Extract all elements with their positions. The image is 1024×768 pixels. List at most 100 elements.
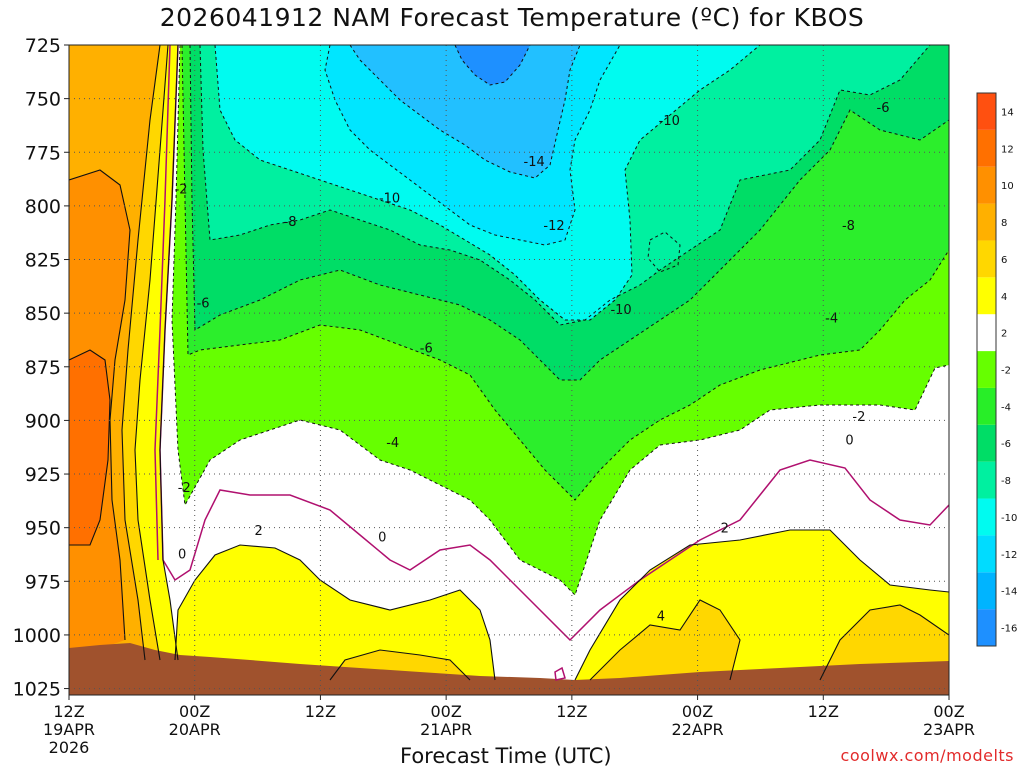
contour-label: -8 — [842, 219, 855, 234]
colorbar-swatch — [977, 203, 996, 241]
plot-border — [68, 44, 950, 696]
contour-label: 0 — [378, 530, 386, 545]
y-tick-label: 825 — [25, 250, 61, 272]
colorbar-swatch — [977, 498, 996, 536]
contour-label: 0 — [178, 547, 186, 562]
band-pos10-left — [69, 350, 110, 545]
colorbar-swatch — [977, 166, 996, 204]
colorbar-swatch — [977, 129, 996, 167]
colorbar-label: 6 — [1001, 255, 1007, 266]
colorbar-swatch — [977, 387, 996, 425]
y-tick-label: 775 — [25, 142, 61, 164]
contour-label: -4 — [386, 436, 399, 451]
plot-area: -10 -6 -14 -2 -10 -8 -12 -8 -6 -10 -4 -6 -2 -4 0 -2 2 2 0 0… — [69, 45, 949, 695]
x-tick-label: 12Z — [556, 702, 587, 721]
band-neg16 — [455, 45, 530, 85]
colorbar-swatch — [977, 572, 996, 610]
x-tick-label: 12Z — [53, 702, 84, 721]
credit-text: coolwx.com/modelts — [840, 746, 1014, 765]
y-tick-label: 850 — [25, 303, 61, 325]
band-pos4-right2 — [820, 605, 949, 680]
y-tick-label: 925 — [25, 464, 61, 486]
x-tick-label: 00Z — [430, 702, 461, 721]
contour-label: -12 — [543, 219, 564, 234]
y-tick-label: 875 — [25, 357, 61, 379]
contour-label: -6 — [197, 296, 210, 311]
colorbar-swatch — [977, 609, 996, 646]
contour-label: -6 — [877, 101, 890, 116]
colorbar-label: 4 — [1001, 292, 1007, 303]
contour-label: 0 — [845, 434, 853, 449]
x-tick-label: 19APR — [43, 720, 95, 739]
colorbar-label: -2 — [1001, 366, 1011, 377]
x-tick-label: 2026 — [49, 738, 90, 757]
y-tick-label: 975 — [25, 571, 61, 593]
contour-label: -4 — [825, 311, 838, 326]
colorbar-label: -10 — [1001, 513, 1017, 524]
contour-label: -14 — [524, 155, 545, 170]
x-tick-label: 12Z — [305, 702, 336, 721]
colorbar: -16 -14 -12 -10 -8 -6 -4 -2 2 4 6 8 10 12 14 — [976, 92, 1017, 647]
colorbar-swatch — [977, 93, 996, 130]
y-tick-label: 750 — [25, 89, 61, 111]
colorbar-label: 2 — [1001, 329, 1007, 340]
colorbar-swatch — [977, 277, 996, 315]
terrain — [69, 643, 949, 695]
y-tick-label: 800 — [25, 196, 61, 218]
colorbar-label: 10 — [1001, 181, 1014, 192]
band-pos2-bottom — [175, 545, 495, 680]
colorbar-label: -8 — [1001, 476, 1011, 487]
colorbar-label: 8 — [1001, 218, 1007, 229]
contour-label: 4 — [657, 610, 665, 625]
x-tick-label: 00Z — [933, 702, 964, 721]
contour-label: -10 — [610, 303, 631, 318]
band-pos4-right — [590, 600, 740, 680]
colorbar-swatch — [977, 424, 996, 462]
x-tick-label: 23APR — [923, 720, 975, 739]
colorbar-swatch — [977, 535, 996, 573]
colorbar-swatch — [977, 351, 996, 388]
x-tick-label: 20APR — [169, 720, 221, 739]
x-tick-label: 12Z — [808, 702, 839, 721]
contour-label: -2 — [175, 183, 188, 198]
y-tick-label: 950 — [25, 518, 61, 540]
contour-labels: -10 -6 -14 -2 -10 -8 -12 -8 -6 -10 -4 -6 -2 -4 0 -2 2 2 0 0… — [175, 101, 890, 624]
colorbar-label: 14 — [1001, 107, 1014, 118]
x-axis-title: Forecast Time (UTC) — [400, 744, 612, 768]
colorbar-label: -4 — [1001, 402, 1011, 413]
colorbar-label: -16 — [1001, 624, 1017, 635]
y-tick-label: 1025 — [13, 679, 61, 701]
contour-label: -10 — [659, 114, 680, 129]
pos-contours — [69, 45, 949, 681]
x-tick-label: 21APR — [420, 720, 472, 739]
colorbar-label: -6 — [1001, 439, 1011, 450]
colorbar-label: -12 — [1001, 550, 1017, 561]
x-tick-label: 22APR — [672, 720, 724, 739]
x-tick-label: 00Z — [682, 702, 713, 721]
contour-label: -10 — [379, 191, 400, 206]
y-tick-label: 1000 — [13, 625, 61, 647]
neg-contours — [171, 45, 949, 596]
contour-label: -2 — [178, 481, 191, 496]
colorbar-swatch — [977, 314, 996, 352]
band-neg14 — [350, 45, 580, 178]
contour-label: 2 — [254, 524, 262, 539]
contour-label: -6 — [420, 341, 433, 356]
contour-label: -2 — [852, 410, 865, 425]
y-tick-label: 900 — [25, 410, 61, 432]
colorbar-border — [976, 92, 997, 647]
contour-label: -8 — [284, 215, 297, 230]
x-tick-label: 00Z — [179, 702, 210, 721]
y-axis: 725 750 775 800 825 850 875 900 925 950 975 1000 102… — [13, 35, 69, 701]
colorbar-label: 12 — [1001, 144, 1014, 155]
contour-label: 2 — [721, 522, 729, 537]
colorbar-swatch — [977, 240, 996, 278]
colorbar-label: -14 — [1001, 587, 1017, 598]
colorbar-swatch — [977, 461, 996, 499]
zero-contours — [154, 45, 949, 681]
y-tick-label: 725 — [25, 35, 61, 57]
chart-title: 2026041912 NAM Forecast Temperature (ºC)… — [159, 3, 865, 32]
